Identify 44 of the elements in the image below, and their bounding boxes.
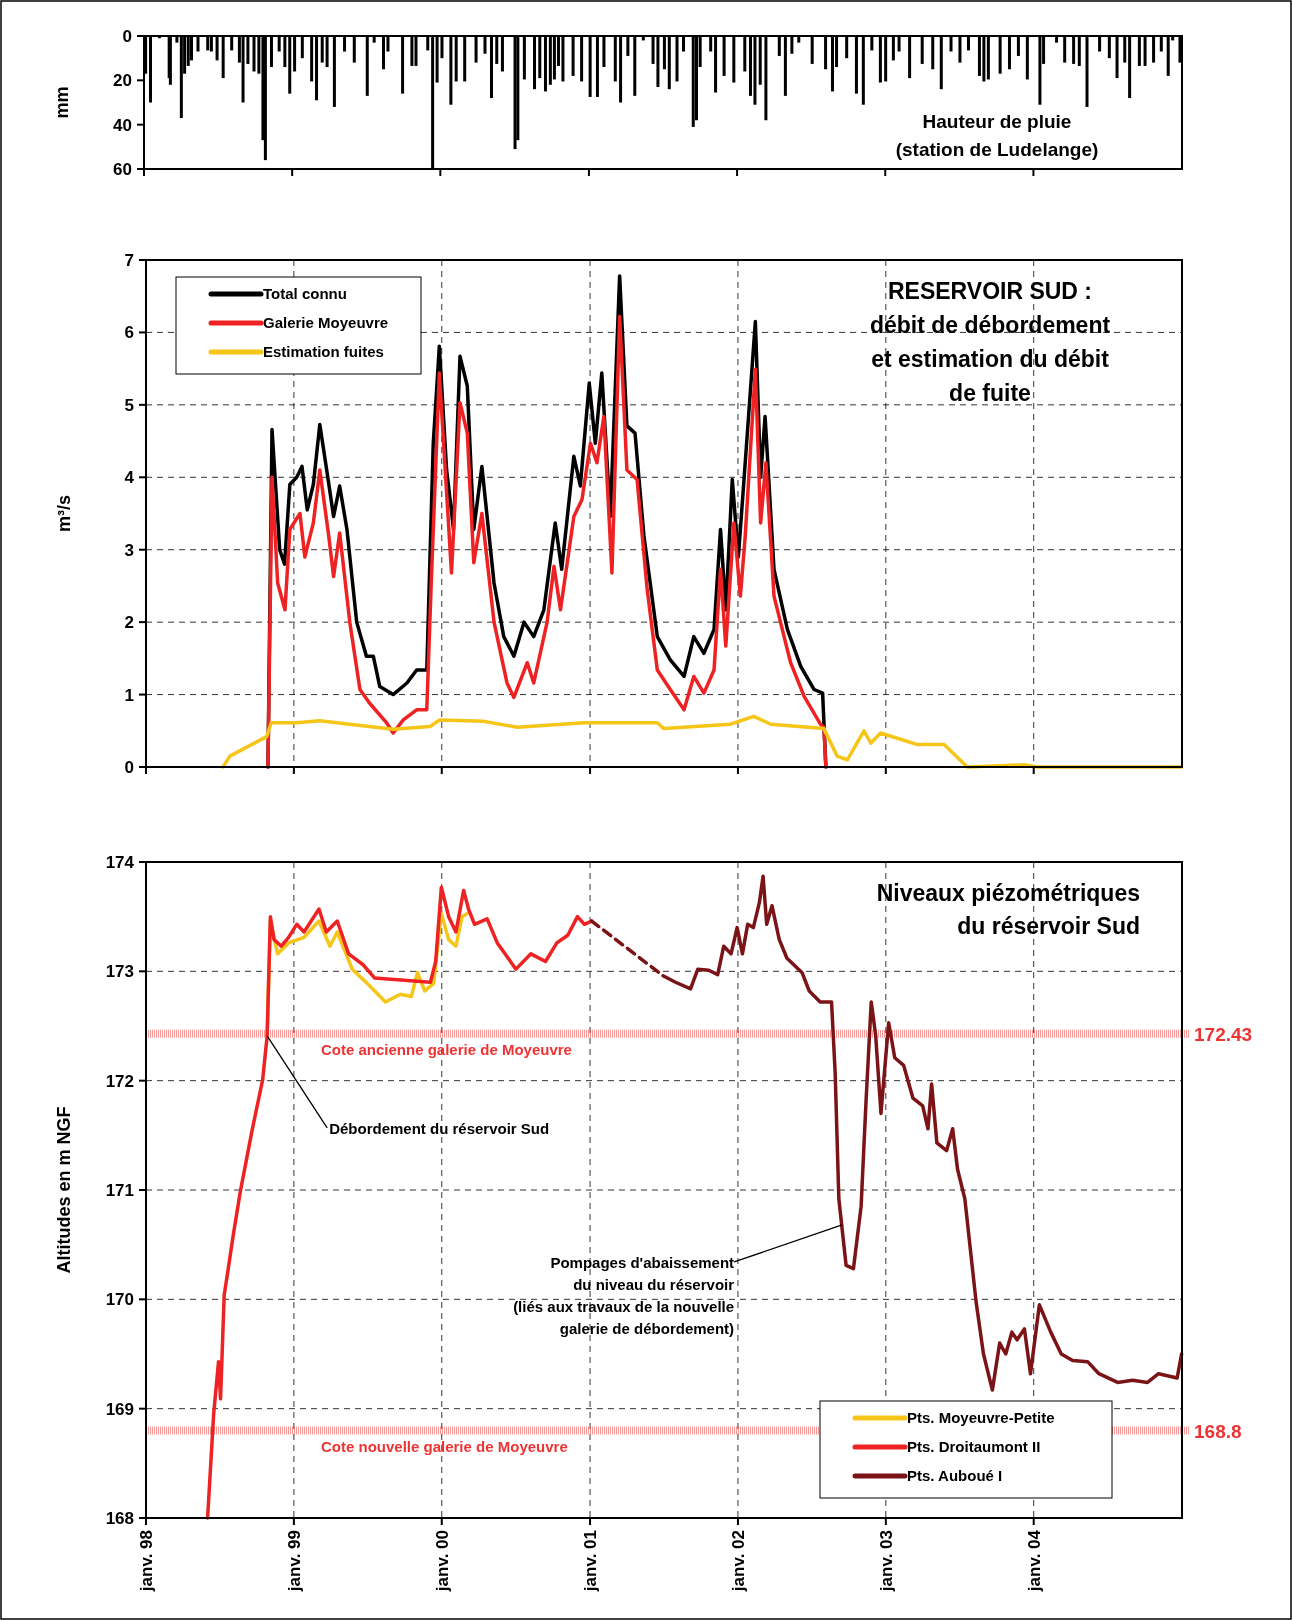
y-tick-label: 174 — [105, 853, 135, 872]
x-tick-label: janv. 01 — [581, 1530, 601, 1593]
legend-label: Pts. Auboué I — [907, 1467, 1003, 1484]
legend-label: Galerie Moyeuvre — [263, 314, 389, 331]
text: RESERVOIR SUD : débit de débordement et estimation du débit de fuite — [869, 278, 1111, 406]
text: 172.43 — [1194, 1023, 1253, 1045]
ref-line-label: Cote ancienne galerie de Moyeuvre — [321, 1040, 572, 1058]
x-tick-label: janv. 04 — [1024, 1529, 1044, 1593]
y-tick-label: 60 — [113, 160, 132, 179]
y-tick-label: 171 — [105, 1181, 134, 1200]
y-tick-label: 5 — [124, 395, 134, 415]
text: 168.8 — [1194, 1420, 1242, 1442]
annotation: Débordement du réservoir Sud — [329, 1119, 550, 1137]
legend-label: Pts. Moyeuvre-Petite — [907, 1409, 1055, 1426]
y-tick-label: 3 — [124, 540, 134, 560]
x-tick-label: janv. 02 — [728, 1530, 748, 1593]
y-tick-label: 4 — [124, 468, 135, 488]
annotation: Pompages d'abaissement du niveau du réservoir (liés aux travaux de la nouvelle galerie de débordement) — [513, 1253, 735, 1337]
y-tick-label: 2 — [124, 613, 134, 633]
ref-line-label: Cote nouvelle galerie de Moyeuvre — [321, 1437, 568, 1455]
text: Niveaux piézométriques du réservoir Sud — [876, 880, 1140, 939]
legend-label: Total connu — [263, 285, 347, 302]
text: Hauteur de pluie (station de Ludelange) — [895, 111, 1099, 160]
y-tick-label: 20 — [113, 71, 132, 91]
legend-label: Pts. Droitaumont II — [907, 1438, 1041, 1455]
y-tick-label: 7 — [124, 251, 134, 270]
y-tick-label: 170 — [105, 1290, 134, 1310]
x-tick-label: janv. 00 — [432, 1530, 452, 1593]
x-tick-label: janv. 98 — [137, 1530, 156, 1593]
y-axis-title: m³/s — [54, 494, 74, 533]
y-tick-label: 0 — [124, 758, 134, 777]
y-tick-label: 40 — [113, 115, 132, 135]
y-tick-label: 6 — [124, 323, 134, 343]
y-tick-label: 172 — [105, 1071, 134, 1091]
y-tick-label: 168 — [105, 1509, 134, 1528]
y-axis-title: Altitudes en m NGF — [54, 1106, 74, 1274]
x-tick-label: janv. 99 — [284, 1530, 304, 1593]
y-axis-title: mm — [52, 86, 72, 119]
y-tick-label: 173 — [105, 962, 134, 982]
x-tick-label: janv. 03 — [876, 1530, 896, 1593]
y-tick-label: 169 — [105, 1399, 134, 1419]
y-tick-label: 1 — [124, 685, 134, 705]
y-tick-label: 0 — [122, 27, 132, 46]
legend-label: Estimation fuites — [263, 343, 384, 360]
